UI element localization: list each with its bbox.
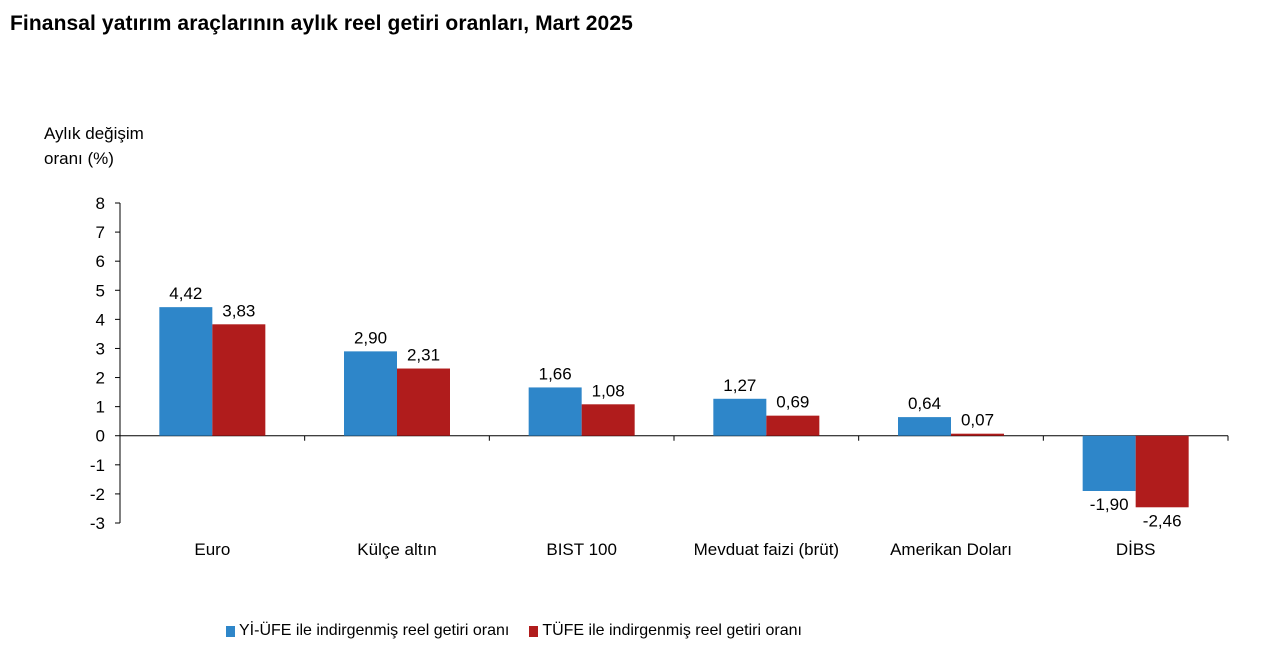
category-label: Mevduat faizi (brüt) [694,540,840,559]
chart-title: Finansal yatırım araçlarının aylık reel … [10,12,633,35]
y-tick-label: 6 [96,252,105,271]
y-tick-label: 3 [96,339,105,358]
bar-yiufe [159,307,213,436]
category-label: BIST 100 [546,540,617,559]
bar-tufe [951,433,1004,436]
legend-label-tufe: TÜFE ile indirgenmiş reel getiri oranı [542,622,802,639]
data-label-yiufe: 4,42 [169,284,202,303]
y-tick-label: -1 [90,456,105,475]
bar-yiufe [898,417,951,436]
bar-tufe [1135,435,1189,508]
data-label-yiufe: -1,90 [1090,495,1129,514]
data-label-tufe: 2,31 [407,346,440,365]
y-tick-label: 1 [96,398,105,417]
y-tick-label: 7 [96,223,105,242]
category-label: Külçe altın [357,540,436,559]
data-label-yiufe: 0,64 [908,394,941,413]
category-label: DİBS [1116,540,1156,559]
bar-tufe [581,404,635,436]
legend-item-tufe: TÜFE ile indirgenmiş reel getiri oranı [529,622,802,640]
y-tick-label: 0 [96,427,105,446]
y-axis-label-line-2: oranı (%) [44,149,114,168]
bar-tufe [212,324,266,436]
data-label-yiufe: 2,90 [354,328,387,347]
data-label-yiufe: 1,27 [723,376,756,395]
data-label-tufe: 3,83 [222,301,255,320]
bar-tufe [397,368,450,436]
data-label-tufe: 1,08 [592,381,625,400]
legend-label-yiufe: Yİ-ÜFE ile indirgenmiş reel getiri oranı [239,622,510,639]
legend-swatch-tufe [529,625,539,637]
y-tick-label: -2 [90,485,105,504]
y-tick-label: 8 [96,194,105,213]
legend-item-yiufe: Yİ-ÜFE ile indirgenmiş reel getiri oranı [226,622,509,640]
data-label-yiufe: 1,66 [539,364,572,383]
category-label: Euro [194,540,230,559]
bar-chart: -3 -2 -1 0 1 2 3 4 5 6 7 8 4,42 3,83 Euro 2,90 2,31 Külçe… [90,194,1229,559]
legend: Yİ-ÜFE ile indirgenmiş reel getiri oranı… [226,622,802,640]
data-label-tufe: 0,69 [776,393,809,412]
y-tick-label: 4 [96,310,105,329]
data-label-tufe: 0,07 [961,411,994,430]
bar-yiufe [344,351,397,436]
y-tick-label: -3 [90,514,105,533]
data-label-tufe: -2,46 [1143,511,1182,530]
bar-yiufe [713,398,767,436]
y-axis-label-line-1: Aylık değişim [44,124,144,143]
bar-yiufe [528,387,582,436]
category-label: Amerikan Doları [890,540,1012,559]
y-axis-label: Aylık değişim oranı (%) [44,121,144,171]
y-tick-label: 5 [96,281,105,300]
y-tick-label: 2 [96,369,105,388]
bar-tufe [766,415,820,436]
bar-yiufe [1082,435,1136,491]
legend-swatch-yiufe [226,625,235,637]
